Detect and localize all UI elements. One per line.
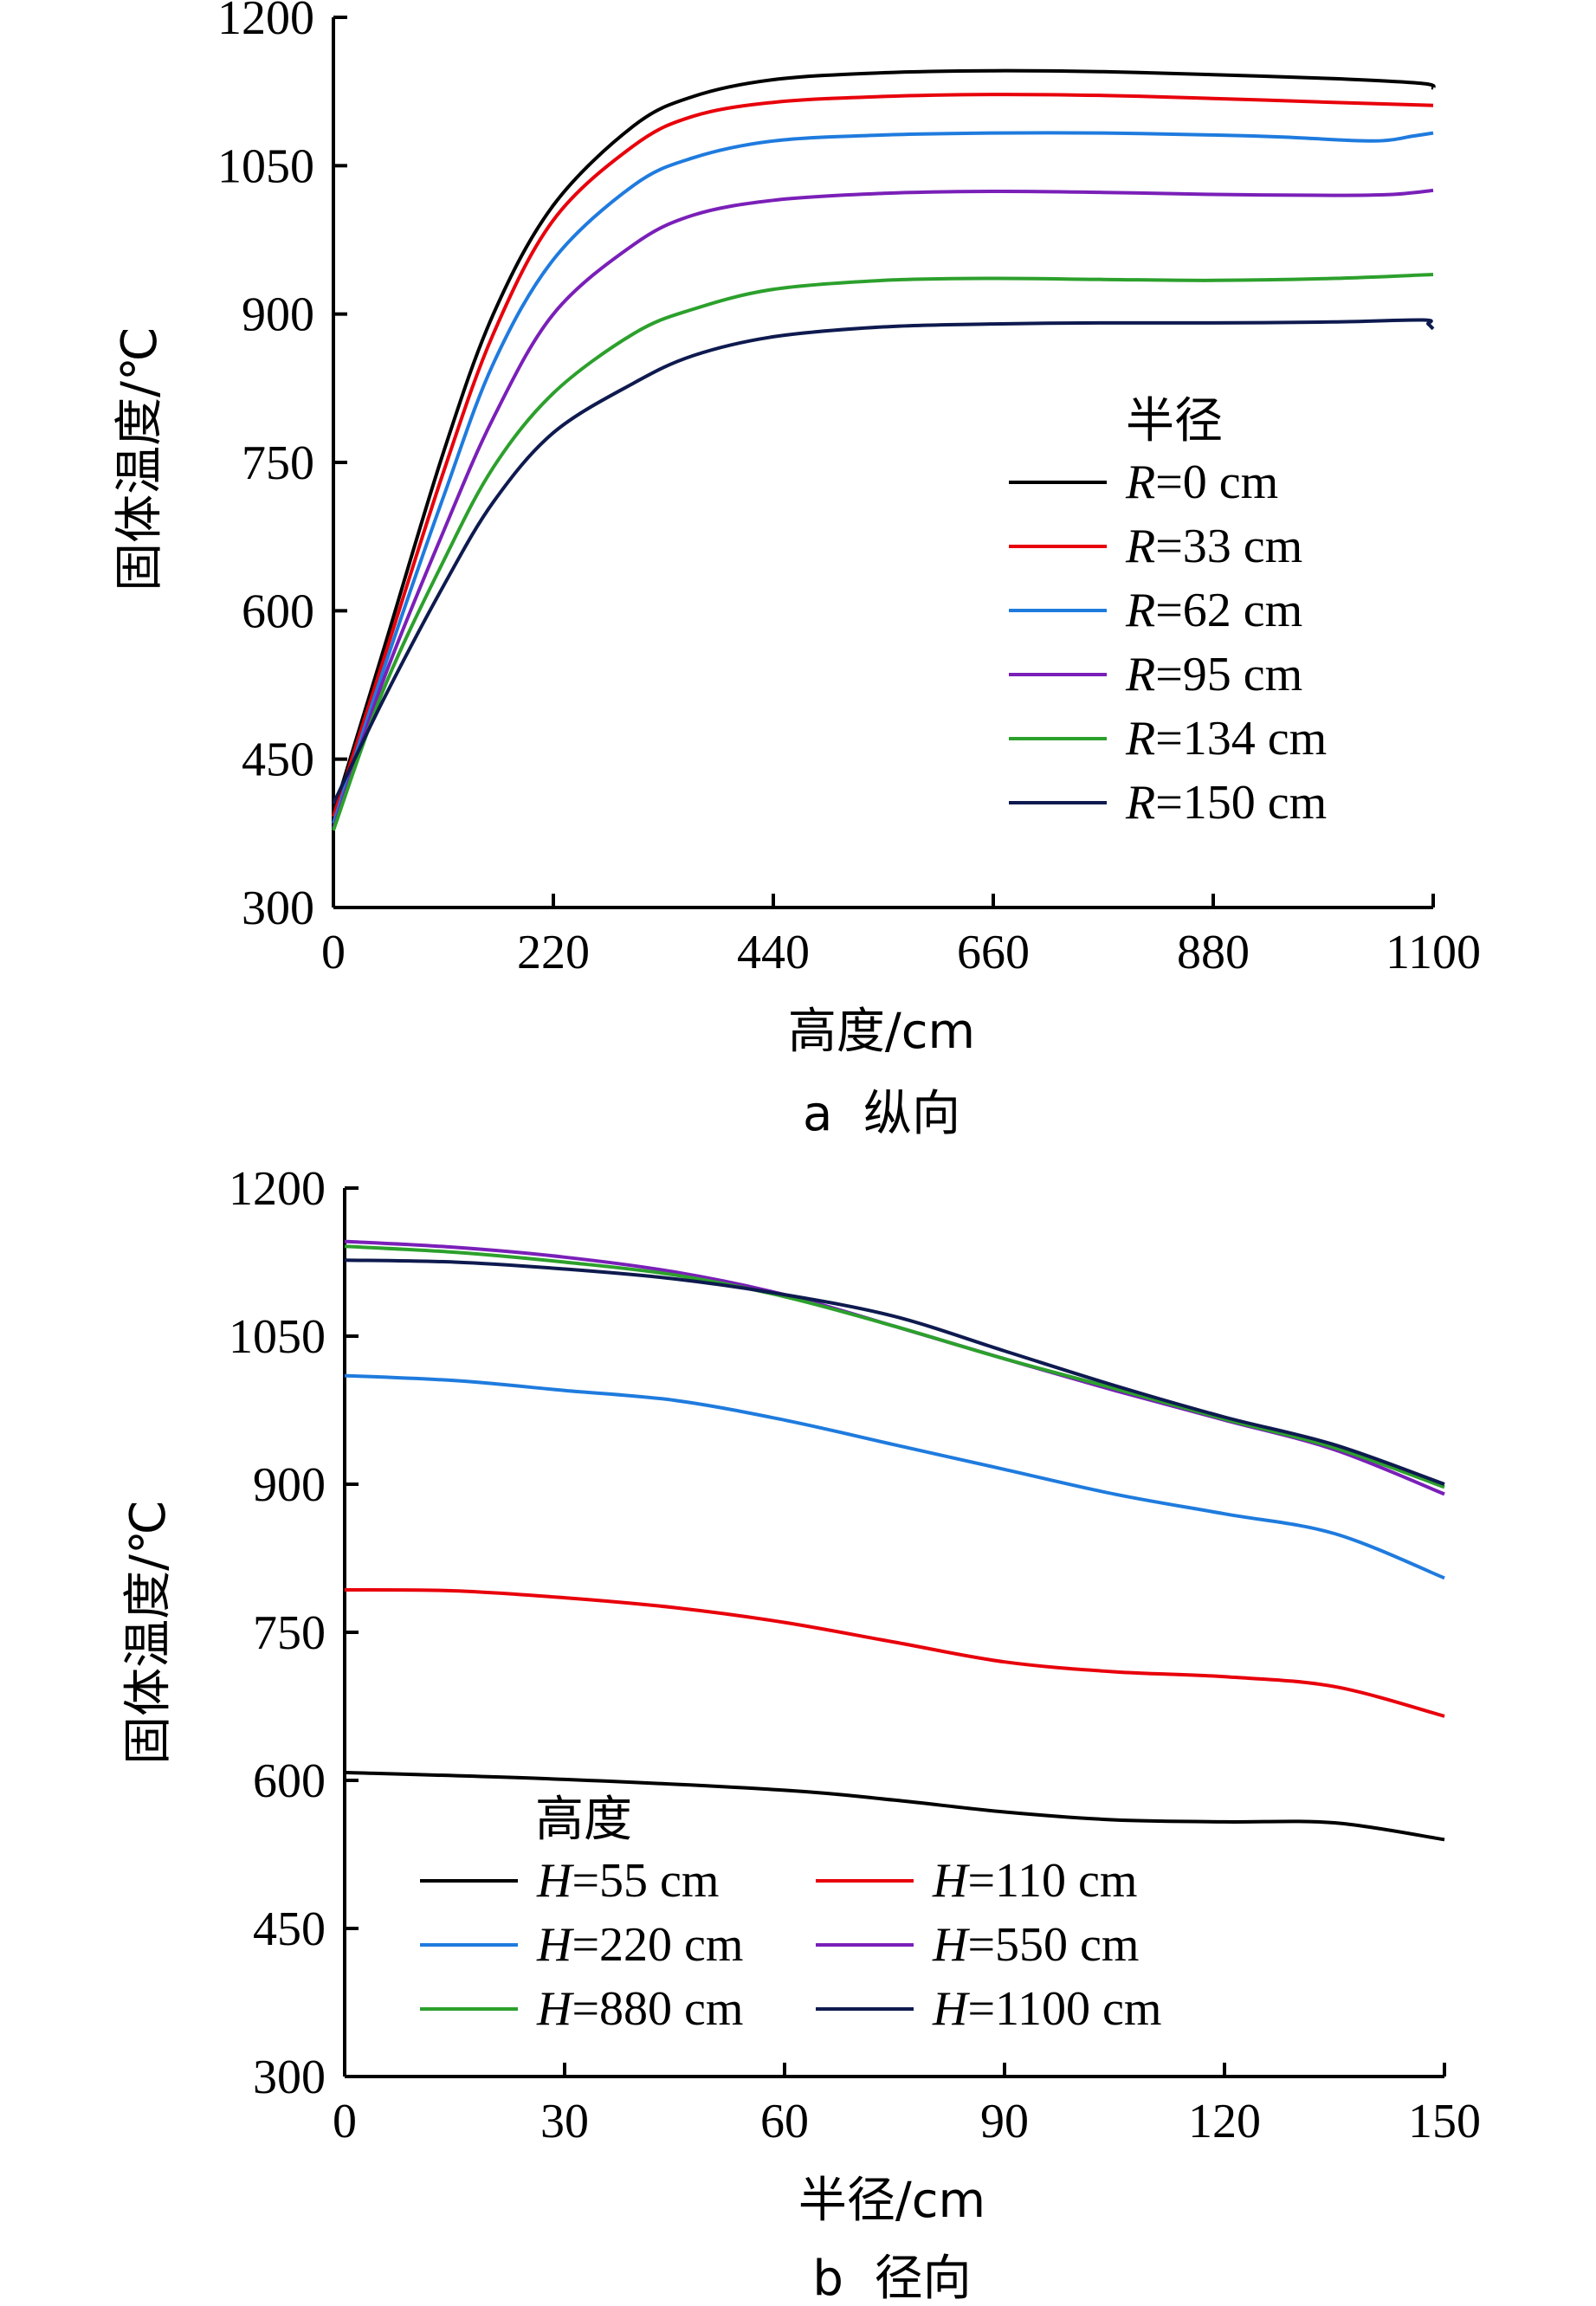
panel-b-caption: b 径向 bbox=[812, 2251, 971, 2306]
a-legend-title: 半径 bbox=[1126, 393, 1223, 449]
b-x-tick-label: 0 bbox=[333, 2095, 357, 2148]
b-series-line-2 bbox=[344, 1373, 1445, 1580]
b-y-tick-label: 300 bbox=[253, 2051, 326, 2104]
a-y-tick-label: 300 bbox=[242, 882, 314, 935]
b-y-tick-label: 600 bbox=[253, 1754, 326, 1808]
a-legend-label-4: R=134 cm bbox=[1125, 712, 1327, 765]
b-legend-label-4: H=880 cm bbox=[536, 1982, 743, 2036]
a-series-line-2 bbox=[332, 131, 1434, 824]
b-x-tick-label: 90 bbox=[980, 2095, 1029, 2148]
b-legend-label-1: H=110 cm bbox=[932, 1854, 1137, 1908]
a-x-tick-label: 660 bbox=[957, 926, 1030, 979]
a-x-tick-label: 220 bbox=[517, 926, 590, 979]
a-x-tick-label: 880 bbox=[1177, 926, 1250, 979]
b-y-tick-label: 450 bbox=[253, 1902, 326, 1956]
a-x-tick-label: 440 bbox=[737, 926, 810, 979]
b-series-line-4 bbox=[344, 1244, 1445, 1489]
b-x-tick-label: 30 bbox=[540, 2095, 589, 2148]
b-y-tick-label: 900 bbox=[253, 1458, 326, 1512]
a-x-tick-label: 1100 bbox=[1386, 926, 1481, 979]
panel-a-plot-area: 300 450 600 750 900 1050 1200 0 220 440 660 880 1100 bbox=[217, 0, 1481, 979]
a-legend-label-2: R=62 cm bbox=[1125, 584, 1302, 637]
a-series-line-1 bbox=[332, 93, 1434, 817]
b-legend-label-0: H=55 cm bbox=[536, 1854, 719, 1908]
a-series-line-5 bbox=[332, 318, 1435, 804]
b-legend-label-2: H=220 cm bbox=[536, 1918, 743, 1972]
b-x-tick-label: 150 bbox=[1408, 2095, 1481, 2148]
b-legend-title: 高度 bbox=[535, 1792, 632, 1848]
a-y-tick-label: 450 bbox=[242, 733, 314, 787]
a-y-tick-label: 750 bbox=[242, 436, 314, 490]
a-legend-label-1: R=33 cm bbox=[1125, 520, 1302, 573]
panel-a-legend: 半径 R=0 cm R=33 cm R=62 cm R=95 cm R=134 cm R=1… bbox=[1009, 393, 1327, 830]
b-y-tick-label: 750 bbox=[253, 1606, 326, 1660]
panel-b-x-axis-title: 半径/cm bbox=[798, 2173, 985, 2229]
a-legend-label-5: R=150 cm bbox=[1125, 776, 1327, 830]
a-legend-label-0: R=0 cm bbox=[1125, 455, 1278, 509]
b-series-line-1 bbox=[344, 1588, 1445, 1718]
panel-a-caption: a 纵向 bbox=[803, 1086, 960, 1142]
a-y-tick-label: 900 bbox=[242, 288, 314, 342]
b-y-tick-label: 1200 bbox=[229, 1162, 326, 1216]
b-x-tick-label: 60 bbox=[760, 2095, 809, 2148]
a-series-line-3 bbox=[332, 188, 1434, 830]
panel-a-x-axis-title: 高度/cm bbox=[788, 1004, 975, 1060]
a-y-tick-label: 600 bbox=[242, 585, 314, 638]
panel-b-legend: 高度 H=55 cm H=110 cm H=220 cm H=550 cm H=880 c… bbox=[420, 1792, 1161, 2036]
panel-a-y-axis-title: 固体温度/℃ bbox=[112, 326, 168, 591]
a-y-tick-label: 1200 bbox=[217, 0, 314, 45]
panel-b-chart: 300 450 600 750 900 1050 1200 0 30 60 90 120 150 固体温… bbox=[120, 1162, 1481, 2306]
panel-a-chart: 300 450 600 750 900 1050 1200 0 220 440 660 880 1100… bbox=[112, 0, 1481, 1142]
panel-b-plot-area: 300 450 600 750 900 1050 1200 0 30 60 90 120 150 bbox=[229, 1162, 1481, 2148]
b-series-line-0 bbox=[344, 1770, 1445, 1842]
panel-b-y-axis-title: 固体温度/℃ bbox=[120, 1500, 177, 1765]
b-y-tick-label: 1050 bbox=[229, 1310, 326, 1364]
b-x-tick-label: 120 bbox=[1188, 2095, 1261, 2148]
b-legend-label-3: H=550 cm bbox=[932, 1918, 1139, 1972]
a-y-tick-label: 1050 bbox=[217, 139, 314, 193]
b-series-line-3 bbox=[344, 1239, 1445, 1496]
a-series-line-4 bbox=[332, 273, 1434, 831]
b-legend-label-5: H=1100 cm bbox=[932, 1982, 1161, 2036]
a-legend-label-3: R=95 cm bbox=[1125, 648, 1302, 701]
b-series-line-5 bbox=[344, 1258, 1445, 1486]
a-x-tick-label: 0 bbox=[321, 926, 346, 979]
a-series-line-0 bbox=[332, 68, 1436, 815]
